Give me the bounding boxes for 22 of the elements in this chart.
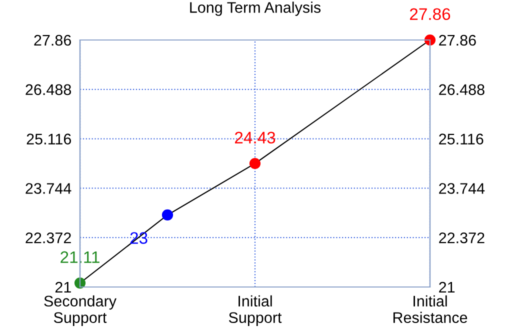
point <box>162 209 174 221</box>
chart-title: Long Term Analysis <box>190 2 321 16</box>
point <box>424 34 436 46</box>
y-tick-label: 21 <box>55 282 71 293</box>
y-tick-label: 26.488 <box>26 84 72 96</box>
data-label: 24.43 <box>234 132 276 144</box>
y2-tick-label: 27.86 <box>439 34 476 46</box>
x-tick-label: Initial Resistance <box>393 295 468 324</box>
y2-tick-label: 26.488 <box>439 84 484 96</box>
y-tick-label: 25.116 <box>26 134 71 144</box>
y2-tick-label: 25.116 <box>439 134 484 144</box>
y2-tick-label: 22.372 <box>439 232 484 244</box>
point <box>249 158 261 170</box>
x-tick-label: Secondary Support <box>44 295 116 326</box>
y-tick-label: 27.86 <box>34 34 71 46</box>
x-tick-label: Initial Support <box>228 295 282 326</box>
data-label: 27.86 <box>410 8 450 20</box>
y-tick-label: 22.372 <box>26 232 71 244</box>
y2-tick-label: 21 <box>439 282 455 293</box>
y2-tick-label: 23.744 <box>439 183 485 194</box>
y-tick-label: 23.744 <box>26 183 72 194</box>
data-label: 21.11 <box>60 251 100 263</box>
